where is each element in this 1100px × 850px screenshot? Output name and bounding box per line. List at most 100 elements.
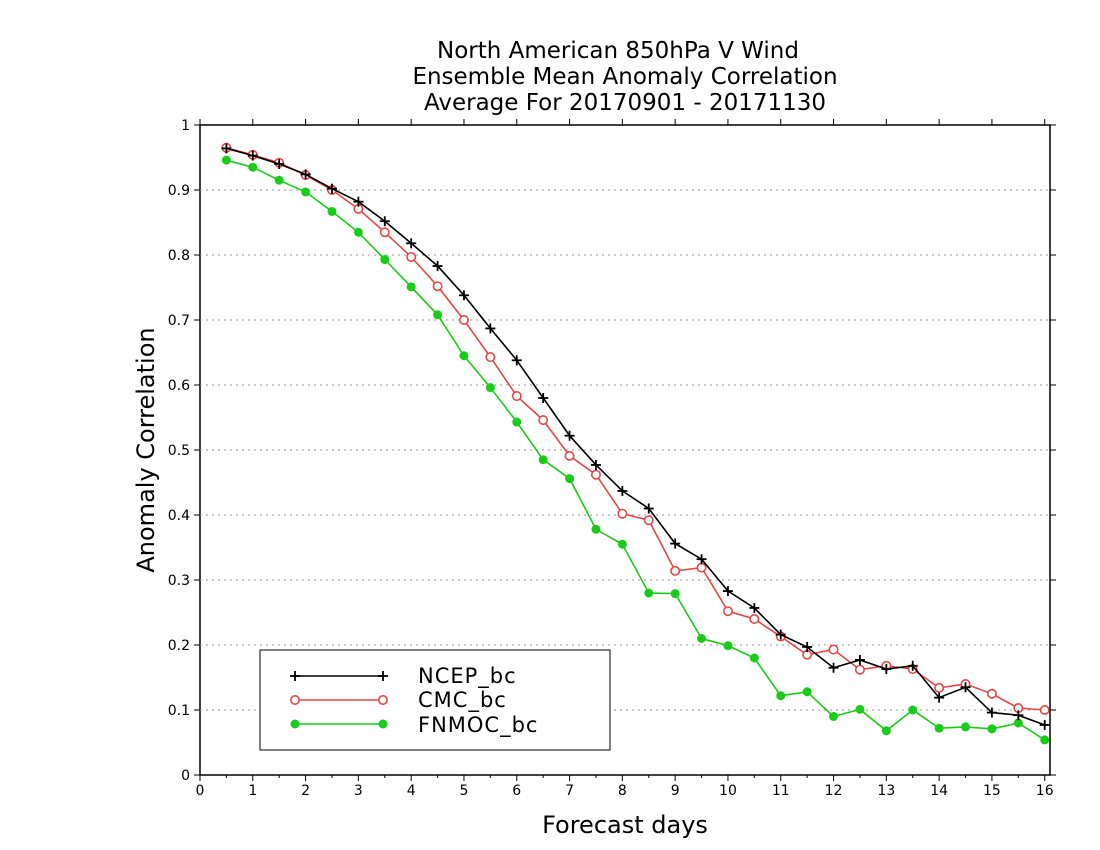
data-point-cmc: [1039, 704, 1050, 715]
x-tick-label: 8: [618, 783, 627, 799]
x-tick-label: 14: [930, 783, 948, 799]
data-point-cmc: [986, 688, 997, 699]
x-tick-label: 11: [772, 783, 790, 799]
x-tick-label: 4: [407, 783, 416, 799]
data-point-cmc: [406, 251, 417, 262]
y-tick-label: 0.1: [168, 703, 190, 719]
data-point-ncep: [802, 641, 813, 652]
data-point-cmc: [485, 352, 496, 363]
data-point-fnmoc: [485, 383, 495, 393]
grid: [200, 189, 1050, 711]
data-point-fnmoc: [512, 417, 522, 427]
x-axis-title: Forecast days: [542, 811, 708, 839]
legend-marker-fnmoc: [290, 719, 300, 729]
data-point-cmc: [379, 227, 390, 238]
data-point-ncep: [221, 143, 232, 154]
data-point-fnmoc: [749, 653, 759, 663]
x-tick-label: 5: [460, 783, 469, 799]
series-layer: [221, 142, 1050, 745]
data-point-ncep: [590, 459, 601, 470]
data-point-cmc: [749, 613, 760, 624]
y-tick-label: 0.8: [168, 248, 190, 264]
legend-samples: [289, 671, 388, 729]
x-tick-label: 15: [983, 783, 1001, 799]
x-tick-label: 13: [877, 783, 895, 799]
data-point-cmc: [590, 469, 601, 480]
y-tick-label: 0.4: [168, 508, 190, 524]
x-tick-label: 2: [301, 783, 310, 799]
data-point-cmc: [564, 450, 575, 461]
legend-marker-cmc: [377, 694, 388, 705]
data-point-ncep: [934, 692, 945, 703]
x-tick-label: 16: [1036, 783, 1054, 799]
data-point-ncep: [696, 554, 707, 565]
data-point-fnmoc: [987, 724, 997, 734]
y-tick-label: 0.9: [168, 183, 190, 199]
data-point-ncep: [617, 485, 628, 496]
data-point-fnmoc: [565, 474, 575, 484]
chart-title-line-3: Average For 20170901 - 20171130: [424, 90, 826, 116]
series-line-ncep: [226, 147, 1045, 726]
data-point-fnmoc: [829, 712, 839, 721]
data-point-ncep: [854, 654, 865, 665]
data-point-ncep: [1013, 710, 1024, 721]
data-point-fnmoc: [697, 634, 707, 643]
y-tick-label: 0.7: [168, 313, 190, 329]
data-point-cmc: [538, 415, 549, 426]
y-tick-label: 0.6: [168, 378, 190, 394]
y-tick-label: 1: [181, 118, 190, 134]
data-point-cmc: [670, 565, 681, 576]
data-point-fnmoc: [433, 310, 443, 320]
data-point-ncep: [986, 707, 997, 718]
data-point-fnmoc: [221, 155, 231, 165]
data-point-fnmoc: [855, 704, 865, 714]
legend-sample-fnmoc: [290, 719, 388, 729]
data-point-ncep: [775, 629, 786, 640]
data-point-ncep: [274, 159, 285, 169]
data-point-ncep: [881, 664, 892, 675]
legend-label-cmc: CMC_bc: [418, 688, 507, 713]
y-axis-title: Anomaly Correlation: [132, 327, 160, 572]
data-point-ncep: [326, 183, 337, 194]
data-point-fnmoc: [881, 726, 891, 736]
data-point-cmc: [934, 682, 945, 693]
data-point-fnmoc: [538, 455, 548, 465]
legend-marker-cmc: [289, 694, 300, 705]
data-point-cmc: [432, 281, 443, 292]
data-point-ncep: [749, 602, 760, 613]
data-point-cmc: [617, 508, 628, 519]
data-point-cmc: [643, 515, 654, 526]
data-point-fnmoc: [353, 227, 363, 237]
x-tick-label: 12: [825, 783, 843, 799]
data-point-fnmoc: [591, 524, 601, 534]
x-tick-label: 10: [719, 783, 737, 799]
data-point-fnmoc: [459, 351, 469, 361]
data-point-fnmoc: [670, 589, 680, 599]
data-point-cmc: [828, 644, 839, 655]
series-ncep: [221, 143, 1050, 730]
y-tick-label: 0.3: [168, 573, 190, 589]
data-point-fnmoc: [961, 722, 971, 732]
y-tick-label: 0.5: [168, 443, 190, 459]
chart-title-line-1: North American 850hPa V Wind: [437, 38, 799, 64]
data-point-cmc: [696, 562, 707, 573]
series-line-fnmoc: [226, 159, 1046, 741]
data-point-cmc: [722, 606, 733, 617]
legend-marker-ncep: [378, 671, 388, 681]
x-tick-label: 6: [512, 783, 521, 799]
data-point-ncep: [538, 393, 549, 403]
series-cmc: [221, 142, 1050, 715]
data-point-fnmoc: [908, 705, 918, 715]
data-point-ncep: [353, 196, 364, 207]
data-point-fnmoc: [327, 206, 337, 216]
data-point-ncep: [907, 660, 918, 671]
data-point-cmc: [511, 391, 522, 402]
data-point-ncep: [432, 261, 443, 272]
x-tick-label: 1: [248, 783, 257, 799]
data-point-ncep: [643, 503, 654, 514]
data-point-fnmoc: [617, 539, 627, 549]
chart-title-line-2: Ensemble Mean Anomaly Correlation: [412, 64, 837, 90]
data-point-cmc: [854, 664, 865, 675]
series-line-cmc: [226, 147, 1045, 711]
